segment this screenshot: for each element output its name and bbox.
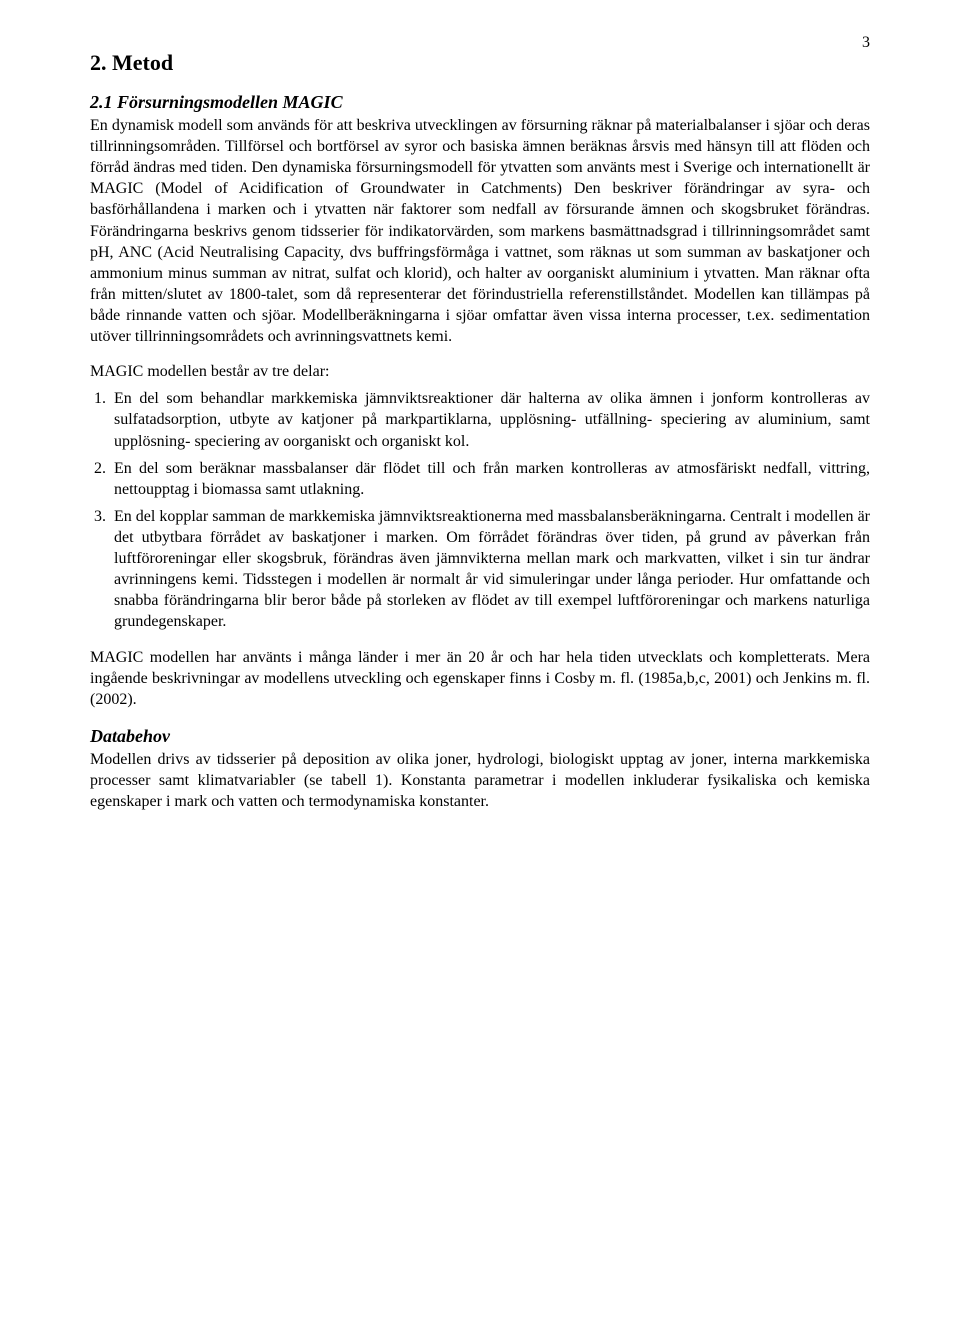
paragraph-2: MAGIC modellen har använts i många lände… xyxy=(90,647,870,710)
subsection-heading-1: 2.1 Försurningsmodellen MAGIC xyxy=(90,92,870,113)
paragraph-1: En dynamisk modell som används för att b… xyxy=(90,115,870,347)
list-item: En del som behandlar markkemiska jämnvik… xyxy=(110,388,870,451)
subsection-heading-2: Databehov xyxy=(90,726,870,747)
document-page: 3 2. Metod 2.1 Försurningsmodellen MAGIC… xyxy=(0,0,960,1334)
list-item: En del kopplar samman de markkemiska jäm… xyxy=(110,506,870,633)
page-number: 3 xyxy=(862,34,870,52)
list-intro: MAGIC modellen består av tre delar: xyxy=(90,361,870,382)
numbered-list: En del som behandlar markkemiska jämnvik… xyxy=(90,388,870,632)
paragraph-3: Modellen drivs av tidsserier på depositi… xyxy=(90,749,870,812)
section-title: 2. Metod xyxy=(90,50,870,76)
list-item: En del som beräknar massbalanser där flö… xyxy=(110,458,870,500)
